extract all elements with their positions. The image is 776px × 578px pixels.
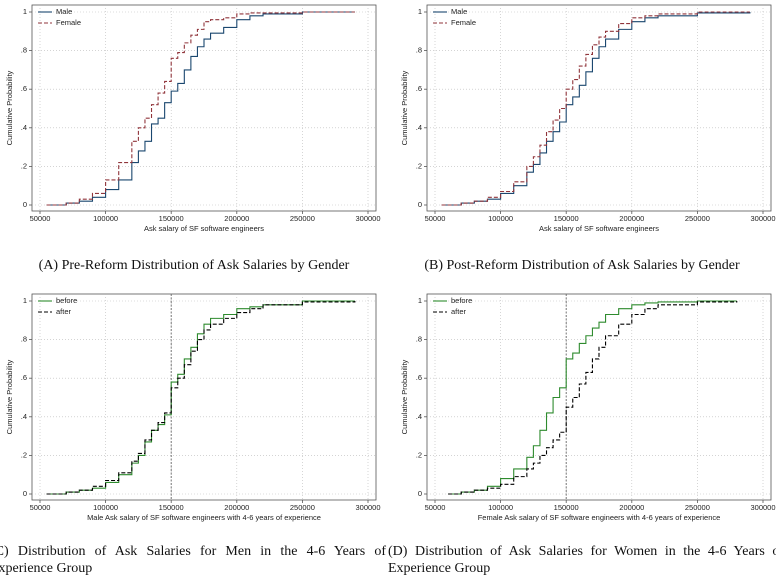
x-tick-label: 200000 (619, 214, 644, 223)
y-tick-label: .2 (416, 161, 422, 170)
x-tick-label: 150000 (554, 503, 579, 512)
cdf-line (46, 300, 355, 495)
y-tick-label: 0 (23, 200, 27, 209)
x-tick-label: 50000 (30, 503, 51, 512)
y-tick-label: .2 (21, 450, 27, 459)
plot-frame (31, 4, 377, 212)
y-tick-label: .6 (416, 373, 422, 382)
y-tick-label: .8 (416, 46, 422, 55)
caption: (A) Pre-Reform Distribution of Ask Salar… (38, 258, 350, 273)
legend-label: before (451, 296, 472, 305)
legend-label: Female (56, 18, 81, 27)
y-tick-label: .8 (21, 335, 27, 344)
cdf-line (46, 11, 355, 206)
legend-label: Female (451, 18, 476, 27)
cdf-line (46, 11, 355, 206)
x-tick-label: 50000 (30, 214, 51, 223)
y-axis-title: Cumulative Probability (5, 70, 14, 145)
y-tick-label: 1 (23, 7, 27, 16)
y-tick-label: .4 (21, 123, 27, 132)
y-tick-label: .4 (416, 123, 422, 132)
y-tick-label: 1 (23, 296, 27, 305)
x-tick-label: 150000 (159, 503, 184, 512)
y-tick-label: 1 (418, 7, 422, 16)
x-tick-label: 250000 (290, 214, 315, 223)
plot-frame (426, 4, 772, 212)
x-axis-title: Male Ask salary of SF software engineers… (87, 513, 321, 522)
cdf-line (448, 300, 737, 495)
plot-frame (31, 293, 377, 501)
x-tick-label: 250000 (290, 503, 315, 512)
x-tick-label: 200000 (224, 214, 249, 223)
y-tick-label: .4 (416, 412, 422, 421)
x-tick-label: 250000 (685, 214, 710, 223)
y-tick-label: .8 (21, 46, 27, 55)
y-axis-title: Cumulative Probability (400, 359, 409, 434)
x-tick-label: 200000 (619, 503, 644, 512)
cdf-line (46, 301, 356, 495)
legend-label: after (56, 307, 72, 316)
y-axis-title: Cumulative Probability (5, 359, 14, 434)
y-tick-label: .6 (416, 84, 422, 93)
caption: (C) Distribution of Ask Salaries for Men… (0, 544, 386, 576)
y-tick-label: 1 (418, 296, 422, 305)
x-tick-label: 100000 (93, 214, 118, 223)
plot-frame (426, 293, 772, 501)
legend-label: before (56, 296, 77, 305)
x-tick-label: 50000 (425, 214, 446, 223)
legend-label: Male (451, 7, 467, 16)
x-tick-label: 50000 (425, 503, 446, 512)
y-tick-label: .2 (416, 450, 422, 459)
x-axis-title: Female Ask salary of SF software enginee… (478, 513, 721, 522)
cdf-line (441, 11, 750, 206)
cdf-line (448, 301, 738, 495)
x-tick-label: 100000 (93, 503, 118, 512)
y-tick-label: .6 (21, 84, 27, 93)
x-tick-label: 200000 (224, 503, 249, 512)
x-tick-label: 300000 (355, 503, 380, 512)
y-tick-label: 0 (418, 200, 422, 209)
x-axis-title: Ask salary of SF software engineers (144, 224, 264, 233)
legend-label: Male (56, 7, 72, 16)
caption: (B) Post-Reform Distribution of Ask Sala… (424, 258, 740, 273)
caption: (D) Distribution of Ask Salaries for Wom… (388, 544, 776, 576)
y-tick-label: 0 (23, 489, 27, 498)
y-tick-label: .2 (21, 161, 27, 170)
legend-label: after (451, 307, 467, 316)
x-tick-label: 250000 (685, 503, 710, 512)
y-tick-label: .4 (21, 412, 27, 421)
y-tick-label: .8 (416, 335, 422, 344)
x-axis-title: Ask salary of SF software engineers (539, 224, 659, 233)
x-tick-label: 150000 (159, 214, 184, 223)
y-tick-label: .6 (21, 373, 27, 382)
y-axis-title: Cumulative Probability (400, 70, 409, 145)
y-tick-label: 0 (418, 489, 422, 498)
x-tick-label: 100000 (488, 503, 513, 512)
x-tick-label: 300000 (750, 214, 775, 223)
x-tick-label: 300000 (750, 503, 775, 512)
x-tick-label: 300000 (355, 214, 380, 223)
x-tick-label: 150000 (554, 214, 579, 223)
cdf-line (441, 12, 751, 206)
x-tick-label: 100000 (488, 214, 513, 223)
